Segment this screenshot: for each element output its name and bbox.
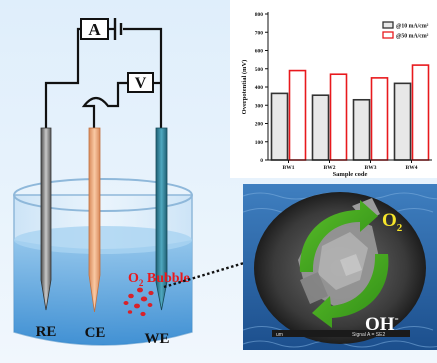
electrochemical-cell: A V RE CE WE O2 Bubble: [13, 18, 193, 347]
sem-panel: um Signal A = SE2 O2 OH-: [242, 184, 437, 350]
electrolyte: [14, 240, 192, 345]
electrolyte-surface: [14, 226, 192, 254]
x-tick-label-bw1: BW1: [283, 165, 295, 171]
cycle-arrow-bottom: [312, 254, 389, 328]
reference-electrode: [40, 127, 52, 311]
ammeter-label: A: [88, 20, 101, 39]
legend-swatch-series2: [382, 31, 394, 39]
ammeter-box: [80, 18, 109, 40]
legend-swatch-series1: [382, 21, 394, 29]
x-tick-label-bw2: BW2: [324, 165, 336, 171]
bar-bw2-series1: [311, 94, 330, 161]
y-tick-label: 300: [255, 103, 264, 109]
legend-label-series2: @50 mA/cm²: [396, 34, 429, 40]
sem-info-bar: [272, 330, 410, 337]
voltmeter-label: V: [135, 75, 147, 92]
we-label: WE: [144, 331, 169, 347]
x-axis-label: Sample code: [333, 171, 368, 178]
bar-bw1-series2: [288, 69, 307, 161]
y-tick-label: 700: [255, 30, 264, 36]
voltmeter-box: [127, 72, 154, 93]
oh-reactant-label: OH-: [365, 311, 399, 335]
crystal-flakes: [298, 198, 380, 306]
battery-symbol: [113, 18, 123, 40]
cycle-arrow-top: [299, 200, 378, 272]
o2-bubble-label: O2 Bubble: [128, 271, 190, 288]
x-tick-label-bw4: BW4: [406, 165, 418, 171]
chart-legend: @10 mA/cm² @50 mA/cm²: [382, 21, 429, 40]
y-axis-label: Overpotential (mV): [241, 60, 248, 115]
bar-bw3-series2: [370, 77, 389, 161]
bar-bw4-series2: [411, 64, 430, 161]
y-tick-label: 500: [255, 67, 264, 73]
x-tick-label-bw3: BW3: [365, 165, 377, 171]
y-tick-label: 0: [260, 158, 263, 164]
working-electrode: [155, 127, 168, 311]
legend-label-series1: @10 mA/cm²: [396, 24, 429, 30]
y-tick-label: 600: [255, 49, 264, 55]
o2-product-label: O2: [382, 210, 403, 234]
ce-label: CE: [85, 325, 106, 341]
sem-signal-text: Signal A = SE2: [352, 332, 385, 338]
chart-bars: [270, 64, 430, 161]
re-label: RE: [36, 324, 57, 340]
bar-bw4-series1: [393, 82, 412, 161]
bar-bw2-series2: [329, 73, 348, 161]
y-tick-label: 200: [255, 122, 264, 128]
y-tick-label: 100: [255, 140, 264, 146]
circuit-wires: [44, 27, 163, 130]
y-tick-label: 400: [255, 85, 264, 91]
overpotential-bar-chart: 0 100 200 300 400 500 600 700 800 BW1 BW2 BW3 BW4 O…: [230, 0, 437, 178]
counter-electrode: [88, 127, 101, 313]
o2-bubbles: [123, 287, 154, 317]
bar-bw1-series1: [270, 92, 289, 161]
bar-bw3-series1: [352, 98, 371, 161]
y-tick-label: 800: [255, 12, 264, 18]
beaker-rim: [13, 178, 193, 212]
sem-scale-text: um: [276, 332, 283, 338]
